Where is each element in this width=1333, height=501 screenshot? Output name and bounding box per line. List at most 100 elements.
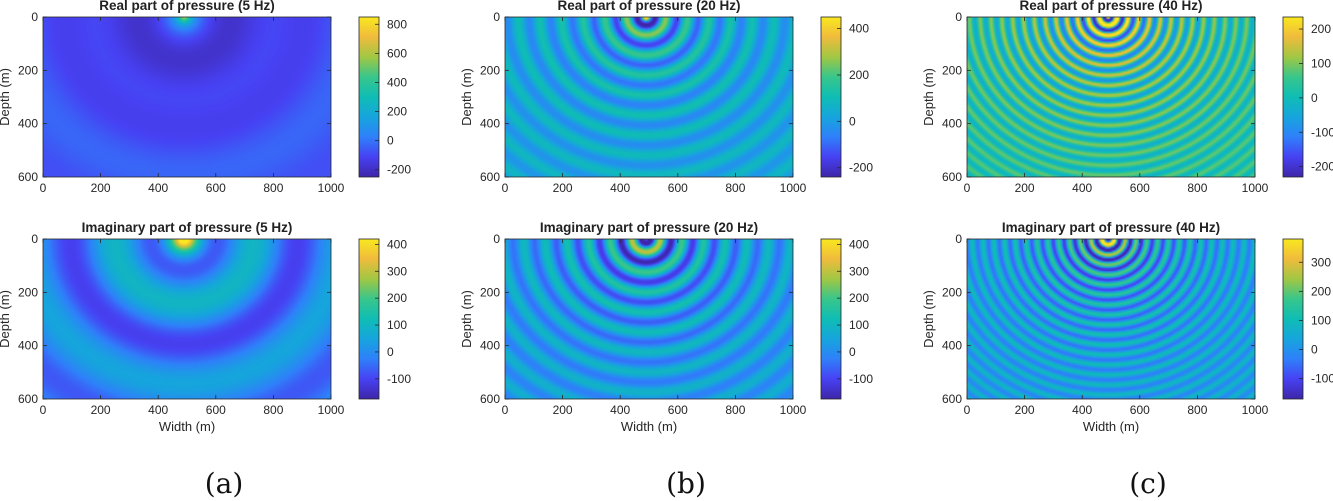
- y-axis-label: Depth (m): [459, 68, 474, 126]
- x-tick-label: 1000: [780, 403, 807, 417]
- heatmap-image: [967, 239, 1255, 399]
- colorbar: [359, 17, 379, 177]
- x-tick-label: 800: [725, 181, 745, 195]
- x-tick-label: 400: [610, 181, 630, 195]
- heatmap-image: [43, 239, 331, 399]
- x-tick-label: 400: [1072, 403, 1092, 417]
- colorbar-tick-label: 100: [1311, 56, 1331, 70]
- x-tick-label: 400: [148, 181, 168, 195]
- plot-frame: [42, 16, 332, 178]
- colorbar: [821, 17, 841, 177]
- x-tick-label: 1000: [1242, 181, 1269, 195]
- x-tick-label: 1000: [318, 181, 345, 195]
- x-axis-label: Width (m): [621, 419, 677, 434]
- x-tick-label: 0: [40, 181, 47, 195]
- plot-title: Real part of pressure (40 Hz): [1019, 0, 1202, 13]
- y-tick-label: 0: [31, 10, 38, 24]
- y-axis-label: Depth (m): [921, 68, 936, 126]
- y-axis-label: Depth (m): [0, 290, 12, 348]
- heatmap-image: [43, 17, 331, 177]
- y-tick-label: 400: [18, 117, 38, 131]
- colorbar-frame: [820, 16, 842, 178]
- x-tick-label: 1000: [1242, 403, 1269, 417]
- plot-frame: [504, 16, 794, 178]
- colorbar-tick-label: 0: [1311, 343, 1318, 357]
- x-tick-label: 0: [964, 403, 971, 417]
- colorbar-tick-label: 300: [1311, 255, 1331, 269]
- x-tick-label: 800: [725, 403, 745, 417]
- colorbar-tick-label: 400: [387, 75, 407, 89]
- x-tick-label: 200: [91, 181, 111, 195]
- y-tick-label: 400: [480, 117, 500, 131]
- x-tick-label: 200: [553, 181, 573, 195]
- caption-c: (c): [1129, 467, 1167, 500]
- colorbar-tick-label: -100: [1311, 125, 1333, 139]
- colorbar-tick-label: 400: [849, 22, 869, 36]
- x-tick-label: 600: [1130, 403, 1150, 417]
- y-tick-label: 600: [480, 392, 500, 406]
- subplot-5: Imaginary part of pressure (20 Hz) 0 200 40…: [459, 220, 873, 434]
- colorbar-frame: [358, 238, 380, 400]
- subplot-2: Real part of pressure (20 Hz) 0 200 400 600 8…: [459, 0, 873, 195]
- colorbar-tick-label: 300: [849, 264, 869, 278]
- y-tick-label: 200: [480, 63, 500, 77]
- colorbar: [1283, 239, 1303, 399]
- x-tick-label: 0: [502, 403, 509, 417]
- y-tick-label: 0: [955, 232, 962, 246]
- colorbar-frame: [358, 16, 380, 178]
- colorbar-tick-label: -100: [849, 372, 873, 386]
- plot-title: Imaginary part of pressure (5 Hz): [82, 220, 293, 235]
- colorbar-frame: [820, 238, 842, 400]
- y-tick-label: 200: [942, 285, 962, 299]
- y-tick-label: 0: [955, 10, 962, 24]
- x-tick-label: 200: [553, 403, 573, 417]
- x-tick-label: 200: [91, 403, 111, 417]
- x-tick-label: 200: [1015, 403, 1035, 417]
- plot-frame: [966, 238, 1256, 400]
- y-tick-label: 0: [493, 232, 500, 246]
- colorbar-tick-label: 0: [849, 345, 856, 359]
- plot-title: Imaginary part of pressure (40 Hz): [1002, 220, 1220, 235]
- y-tick-label: 600: [18, 392, 38, 406]
- y-tick-label: 400: [480, 339, 500, 353]
- x-tick-label: 600: [1130, 181, 1150, 195]
- colorbar-tick-label: 0: [387, 345, 394, 359]
- colorbar-tick-label: 400: [849, 237, 869, 251]
- x-tick-label: 400: [610, 403, 630, 417]
- colorbar-tick-label: -200: [1311, 160, 1333, 174]
- y-tick-label: 600: [942, 392, 962, 406]
- colorbar-tick-label: -100: [387, 372, 411, 386]
- x-tick-label: 0: [40, 403, 47, 417]
- colorbar-tick-label: -200: [387, 163, 411, 177]
- colorbar-tick-label: 600: [387, 46, 407, 60]
- y-tick-label: 600: [480, 170, 500, 184]
- x-axis-label: Width (m): [159, 419, 215, 434]
- y-tick-label: 0: [31, 232, 38, 246]
- colorbar-frame: [1282, 238, 1304, 400]
- x-axis-label: Width (m): [1083, 419, 1139, 434]
- caption-b: (b): [666, 467, 706, 500]
- plot-title: Imaginary part of pressure (20 Hz): [540, 220, 758, 235]
- colorbar-tick-label: 0: [1311, 91, 1318, 105]
- y-tick-label: 200: [480, 285, 500, 299]
- x-tick-label: 400: [1072, 181, 1092, 195]
- heatmap-image: [967, 17, 1255, 177]
- colorbar: [821, 239, 841, 399]
- colorbar-tick-label: 200: [387, 291, 407, 305]
- colorbar-tick-label: 100: [387, 318, 407, 332]
- colorbar-tick-label: 0: [387, 134, 394, 148]
- x-tick-label: 0: [502, 181, 509, 195]
- heatmap-image: [505, 17, 793, 177]
- y-axis-label: Depth (m): [459, 290, 474, 348]
- y-tick-label: 400: [942, 117, 962, 131]
- plot-frame: [42, 238, 332, 400]
- subplot-1: Real part of pressure (5 Hz) 0 200 400 600 80…: [0, 0, 411, 195]
- y-tick-label: 400: [942, 339, 962, 353]
- plot-frame: [504, 238, 794, 400]
- colorbar-tick-label: 100: [849, 318, 869, 332]
- y-tick-label: 400: [18, 339, 38, 353]
- colorbar-tick-label: 200: [1311, 284, 1331, 298]
- subplot-3: Real part of pressure (40 Hz) 0 200 400 600 8…: [921, 0, 1333, 195]
- colorbar-frame: [1282, 16, 1304, 178]
